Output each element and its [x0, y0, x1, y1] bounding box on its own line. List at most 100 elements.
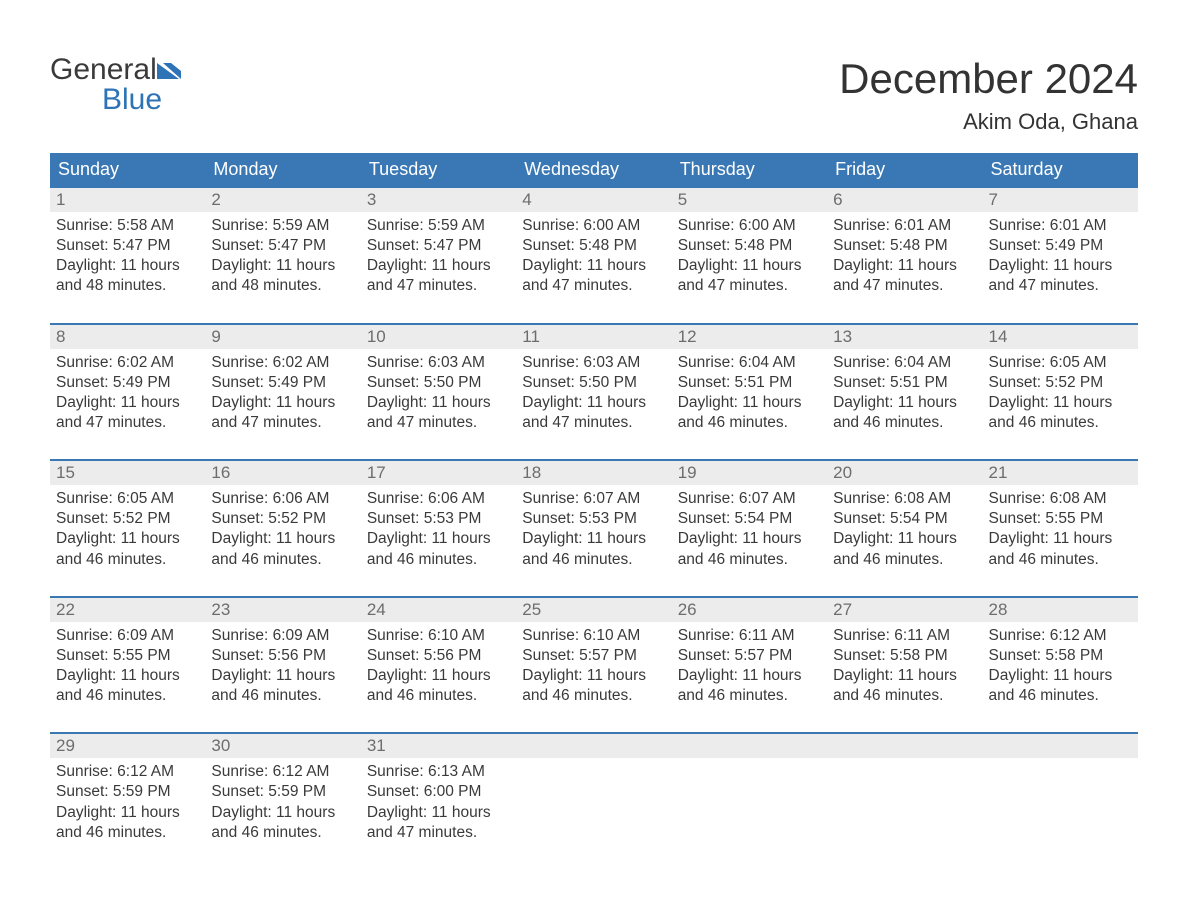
sunset-line: Sunset: 5:57 PM [522, 646, 665, 666]
day-cell: 22Sunrise: 6:09 AMSunset: 5:55 PMDayligh… [50, 596, 205, 733]
day-details: Sunrise: 6:10 AMSunset: 5:57 PMDaylight:… [516, 622, 671, 733]
daylight-line: Daylight: 11 hours and 47 minutes. [367, 393, 510, 433]
daylight-line: Daylight: 11 hours and 46 minutes. [367, 529, 510, 569]
day-number: 4 [516, 188, 671, 212]
sunset-line: Sunset: 5:56 PM [367, 646, 510, 666]
sunrise-line: Sunrise: 6:05 AM [56, 489, 199, 509]
logo-text: General Blue [50, 55, 185, 115]
sunrise-line: Sunrise: 6:08 AM [989, 489, 1132, 509]
day-details: Sunrise: 6:12 AMSunset: 5:59 PMDaylight:… [50, 758, 205, 869]
sunset-line: Sunset: 5:51 PM [678, 373, 821, 393]
calendar-table: SundayMondayTuesdayWednesdayThursdayFrid… [50, 153, 1138, 869]
day-number: 14 [983, 325, 1138, 349]
location: Akim Oda, Ghana [839, 109, 1138, 135]
day-number: 15 [50, 461, 205, 485]
day-details: Sunrise: 6:08 AMSunset: 5:55 PMDaylight:… [983, 485, 1138, 596]
day-number [516, 734, 671, 758]
daylight-line: Daylight: 11 hours and 46 minutes. [989, 393, 1132, 433]
week-row: 15Sunrise: 6:05 AMSunset: 5:52 PMDayligh… [50, 459, 1138, 596]
sunrise-line: Sunrise: 6:11 AM [678, 626, 821, 646]
daylight-line: Daylight: 11 hours and 47 minutes. [367, 256, 510, 296]
day-cell: 21Sunrise: 6:08 AMSunset: 5:55 PMDayligh… [983, 459, 1138, 596]
sunrise-line: Sunrise: 6:01 AM [989, 216, 1132, 236]
day-header: Monday [205, 153, 360, 186]
daylight-line: Daylight: 11 hours and 46 minutes. [678, 393, 821, 433]
day-details: Sunrise: 6:12 AMSunset: 5:58 PMDaylight:… [983, 622, 1138, 733]
day-details [983, 758, 1138, 838]
month-title: December 2024 [839, 55, 1138, 103]
day-header: Thursday [672, 153, 827, 186]
day-details: Sunrise: 6:01 AMSunset: 5:49 PMDaylight:… [983, 212, 1138, 323]
day-cell: 1Sunrise: 5:58 AMSunset: 5:47 PMDaylight… [50, 186, 205, 323]
day-number: 17 [361, 461, 516, 485]
day-cell: 27Sunrise: 6:11 AMSunset: 5:58 PMDayligh… [827, 596, 982, 733]
week-row: 22Sunrise: 6:09 AMSunset: 5:55 PMDayligh… [50, 596, 1138, 733]
sunrise-line: Sunrise: 6:00 AM [522, 216, 665, 236]
sunrise-line: Sunrise: 5:59 AM [367, 216, 510, 236]
day-cell [983, 732, 1138, 869]
day-details: Sunrise: 6:00 AMSunset: 5:48 PMDaylight:… [672, 212, 827, 323]
sunset-line: Sunset: 5:57 PM [678, 646, 821, 666]
day-cell: 20Sunrise: 6:08 AMSunset: 5:54 PMDayligh… [827, 459, 982, 596]
sunrise-line: Sunrise: 6:07 AM [678, 489, 821, 509]
day-cell: 29Sunrise: 6:12 AMSunset: 5:59 PMDayligh… [50, 732, 205, 869]
daylight-line: Daylight: 11 hours and 46 minutes. [56, 666, 199, 706]
daylight-line: Daylight: 11 hours and 47 minutes. [211, 393, 354, 433]
day-cell: 30Sunrise: 6:12 AMSunset: 5:59 PMDayligh… [205, 732, 360, 869]
sunrise-line: Sunrise: 6:06 AM [367, 489, 510, 509]
week-row: 1Sunrise: 5:58 AMSunset: 5:47 PMDaylight… [50, 186, 1138, 323]
day-cell: 25Sunrise: 6:10 AMSunset: 5:57 PMDayligh… [516, 596, 671, 733]
sunset-line: Sunset: 6:00 PM [367, 782, 510, 802]
day-cell: 6Sunrise: 6:01 AMSunset: 5:48 PMDaylight… [827, 186, 982, 323]
sunset-line: Sunset: 5:51 PM [833, 373, 976, 393]
day-cell: 3Sunrise: 5:59 AMSunset: 5:47 PMDaylight… [361, 186, 516, 323]
sunset-line: Sunset: 5:48 PM [833, 236, 976, 256]
logo: General Blue [50, 55, 185, 115]
day-details: Sunrise: 6:04 AMSunset: 5:51 PMDaylight:… [672, 349, 827, 460]
sunset-line: Sunset: 5:52 PM [989, 373, 1132, 393]
sunrise-line: Sunrise: 6:03 AM [367, 353, 510, 373]
day-cell [672, 732, 827, 869]
sunrise-line: Sunrise: 6:09 AM [56, 626, 199, 646]
sunset-line: Sunset: 5:49 PM [211, 373, 354, 393]
sunset-line: Sunset: 5:59 PM [211, 782, 354, 802]
day-cell: 17Sunrise: 6:06 AMSunset: 5:53 PMDayligh… [361, 459, 516, 596]
calendar-page: General Blue December 2024 Akim Oda, Gha… [0, 0, 1188, 909]
day-cell: 8Sunrise: 6:02 AMSunset: 5:49 PMDaylight… [50, 323, 205, 460]
sunset-line: Sunset: 5:53 PM [367, 509, 510, 529]
day-cell: 13Sunrise: 6:04 AMSunset: 5:51 PMDayligh… [827, 323, 982, 460]
day-details: Sunrise: 5:59 AMSunset: 5:47 PMDaylight:… [361, 212, 516, 323]
calendar-body: 1Sunrise: 5:58 AMSunset: 5:47 PMDaylight… [50, 186, 1138, 869]
sunset-line: Sunset: 5:58 PM [989, 646, 1132, 666]
daylight-line: Daylight: 11 hours and 47 minutes. [833, 256, 976, 296]
day-number: 16 [205, 461, 360, 485]
sunrise-line: Sunrise: 6:00 AM [678, 216, 821, 236]
daylight-line: Daylight: 11 hours and 46 minutes. [833, 666, 976, 706]
day-details: Sunrise: 6:11 AMSunset: 5:58 PMDaylight:… [827, 622, 982, 733]
day-details: Sunrise: 6:11 AMSunset: 5:57 PMDaylight:… [672, 622, 827, 733]
day-cell: 5Sunrise: 6:00 AMSunset: 5:48 PMDaylight… [672, 186, 827, 323]
daylight-line: Daylight: 11 hours and 47 minutes. [989, 256, 1132, 296]
sunset-line: Sunset: 5:54 PM [678, 509, 821, 529]
day-cell: 11Sunrise: 6:03 AMSunset: 5:50 PMDayligh… [516, 323, 671, 460]
daylight-line: Daylight: 11 hours and 47 minutes. [678, 256, 821, 296]
daylight-line: Daylight: 11 hours and 46 minutes. [211, 803, 354, 843]
day-number: 12 [672, 325, 827, 349]
sunrise-line: Sunrise: 6:02 AM [56, 353, 199, 373]
daylight-line: Daylight: 11 hours and 46 minutes. [833, 393, 976, 433]
daylight-line: Daylight: 11 hours and 46 minutes. [367, 666, 510, 706]
day-number: 6 [827, 188, 982, 212]
day-number: 10 [361, 325, 516, 349]
day-details: Sunrise: 6:03 AMSunset: 5:50 PMDaylight:… [516, 349, 671, 460]
day-number: 31 [361, 734, 516, 758]
day-cell: 15Sunrise: 6:05 AMSunset: 5:52 PMDayligh… [50, 459, 205, 596]
logo-flag-icon [157, 55, 185, 85]
day-number: 27 [827, 598, 982, 622]
day-number: 18 [516, 461, 671, 485]
sunrise-line: Sunrise: 5:59 AM [211, 216, 354, 236]
sunrise-line: Sunrise: 6:12 AM [56, 762, 199, 782]
sunrise-line: Sunrise: 6:02 AM [211, 353, 354, 373]
daylight-line: Daylight: 11 hours and 46 minutes. [56, 529, 199, 569]
day-details: Sunrise: 6:06 AMSunset: 5:53 PMDaylight:… [361, 485, 516, 596]
day-details [672, 758, 827, 838]
